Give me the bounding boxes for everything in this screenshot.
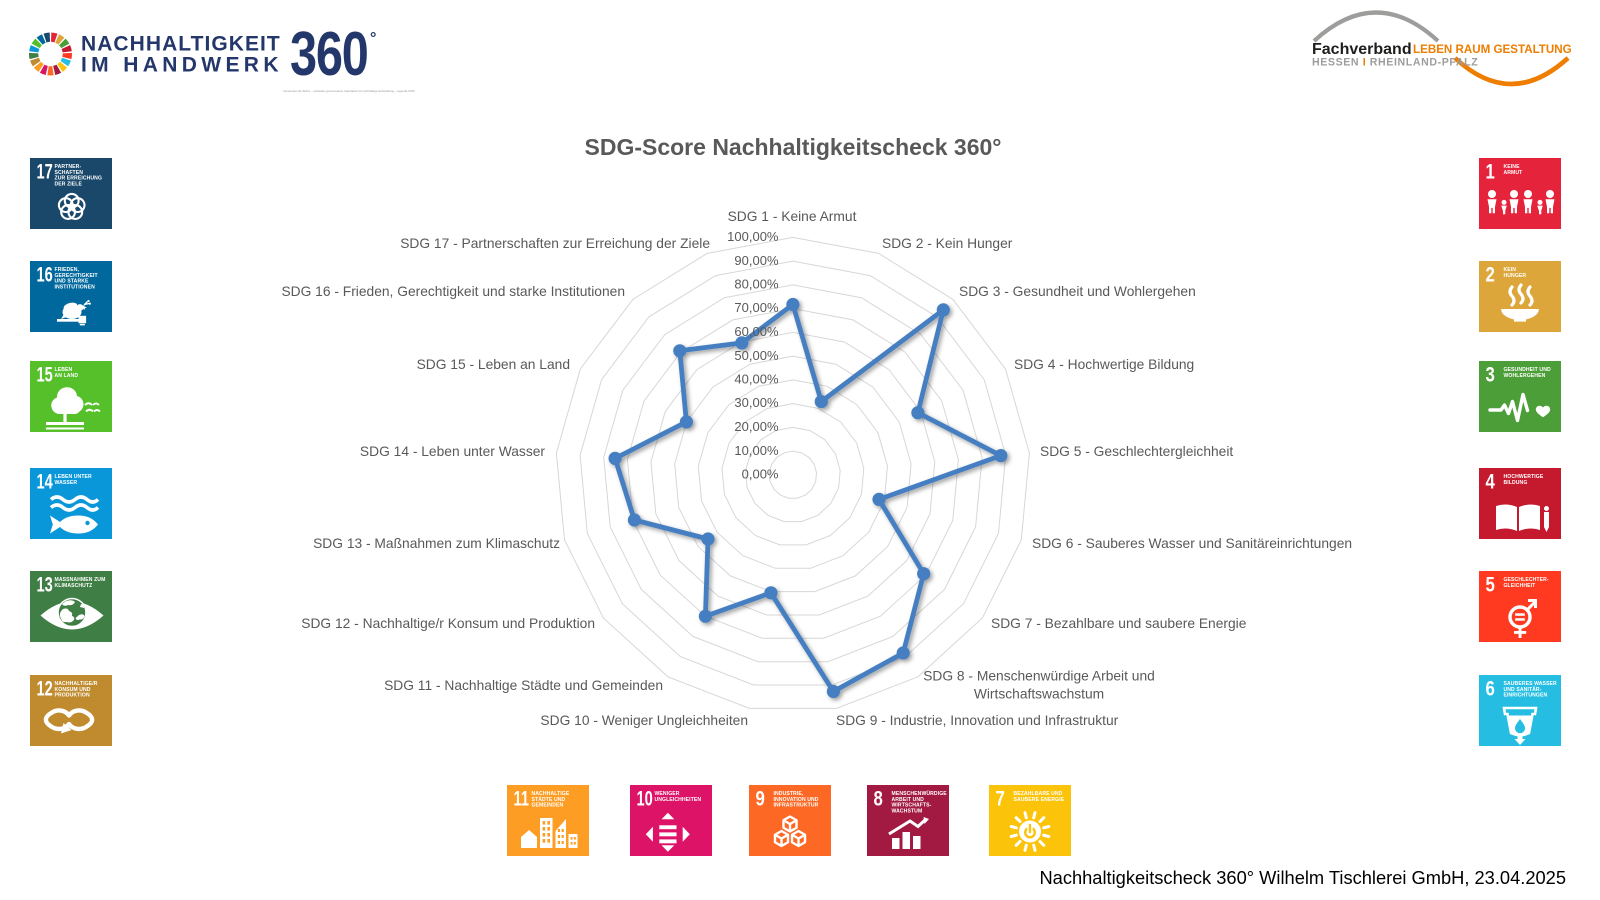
svg-text:50,00%: 50,00% — [734, 348, 779, 363]
svg-text:17: 17 — [37, 159, 53, 184]
svg-text:LEBEN: LEBEN — [55, 367, 73, 373]
svg-text:WASSER: WASSER — [55, 480, 78, 486]
svg-text:6: 6 — [1486, 678, 1496, 701]
svg-text:4: 4 — [1486, 471, 1496, 494]
svg-text:SDG 1 - Keine Armut: SDG 1 - Keine Armut — [728, 209, 857, 224]
svg-text:ZUR ERREICHUNG: ZUR ERREICHUNG — [55, 176, 103, 182]
svg-text:UNGLEICHHEITEN: UNGLEICHHEITEN — [655, 797, 702, 803]
svg-text:INNOVATION UND: INNOVATION UND — [774, 797, 819, 803]
svg-text:IM HANDWERK: IM HANDWERK — [81, 54, 283, 77]
svg-text:90,00%: 90,00% — [734, 253, 779, 268]
svg-text:SAUBERE ENERGIE: SAUBERE ENERGIE — [1014, 797, 1065, 803]
svg-text:20,00%: 20,00% — [734, 419, 779, 434]
svg-text:0,00%: 0,00% — [742, 467, 779, 482]
svg-text:SDG 14 - Leben unter Wasser: SDG 14 - Leben unter Wasser — [360, 444, 545, 459]
svg-text:INSTITUTIONEN: INSTITUTIONEN — [55, 284, 96, 290]
svg-text:11: 11 — [514, 786, 529, 811]
svg-text:10: 10 — [637, 786, 653, 811]
svg-text:NACHHALTIGKEIT: NACHHALTIGKEIT — [81, 33, 281, 56]
svg-text:SCHAFTEN: SCHAFTEN — [55, 170, 84, 176]
svg-text:HESSEN I RHEINLAND-PFALZ: HESSEN I RHEINLAND-PFALZ — [1312, 57, 1478, 69]
svg-text:KLIMASCHUTZ: KLIMASCHUTZ — [55, 583, 93, 589]
svg-text:FRIEDEN,: FRIEDEN, — [55, 267, 80, 273]
svg-text:SDG 3 - Gesundheit und Wohlerg: SDG 3 - Gesundheit und Wohlergehen — [959, 284, 1196, 299]
svg-text:13: 13 — [37, 572, 53, 597]
svg-text:SDG 9 - Industrie, Innovation: SDG 9 - Industrie, Innovation und Infras… — [836, 713, 1119, 728]
svg-text:9: 9 — [756, 788, 765, 811]
svg-text:Fachverband: Fachverband — [1312, 41, 1412, 58]
svg-text:GESUNDHEIT UND: GESUNDHEIT UND — [1504, 367, 1551, 373]
svg-text:LEBEN UNTER: LEBEN UNTER — [55, 474, 93, 480]
svg-text:SDG 15 - Leben an Land: SDG 15 - Leben an Land — [417, 357, 570, 372]
svg-text:WACHSTUM: WACHSTUM — [892, 808, 923, 814]
svg-text:GEMEINDEN: GEMEINDEN — [532, 803, 564, 809]
svg-text:SDG 13 - Maßnahmen zum Klimasc: SDG 13 - Maßnahmen zum Klimaschutz — [313, 536, 560, 551]
svg-text:ARBEIT UND: ARBEIT UND — [892, 797, 925, 803]
svg-text:8: 8 — [874, 788, 884, 811]
svg-text:BILDUNG: BILDUNG — [1504, 480, 1528, 486]
svg-text:5: 5 — [1486, 574, 1496, 597]
svg-text:GERECHTIGKEIT: GERECHTIGKEIT — [55, 273, 99, 279]
svg-text:KONSUM UND: KONSUM UND — [55, 687, 91, 693]
svg-text:40,00%: 40,00% — [734, 372, 779, 387]
svg-text:STÄDTE UND: STÄDTE UND — [532, 796, 566, 803]
svg-text:Wirtschaftswachstum: Wirtschaftswachstum — [974, 687, 1104, 702]
svg-text:SDG 16 - Frieden, Gerechtigkei: SDG 16 - Frieden, Gerechtigkeit und star… — [281, 284, 625, 299]
svg-text:INDUSTRIE,: INDUSTRIE, — [774, 791, 804, 797]
svg-text:WIRTSCHAFTS-: WIRTSCHAFTS- — [892, 803, 932, 809]
svg-text:60,00%: 60,00% — [734, 324, 779, 339]
svg-text:10,00%: 10,00% — [734, 443, 779, 458]
svg-text:70,00%: 70,00% — [734, 300, 779, 315]
svg-text:WENIGER: WENIGER — [655, 791, 680, 797]
svg-text:PRODUKTION: PRODUKTION — [55, 693, 90, 699]
svg-text:2: 2 — [1486, 264, 1495, 287]
svg-text:SDG 2 - Kein Hunger: SDG 2 - Kein Hunger — [882, 236, 1013, 251]
svg-text:14: 14 — [37, 469, 54, 494]
svg-text:KEINE: KEINE — [1504, 164, 1521, 170]
svg-text:SDG 11 - Nachhaltige Städte un: SDG 11 - Nachhaltige Städte und Gemeinde… — [384, 678, 663, 693]
svg-text:7: 7 — [996, 788, 1005, 811]
svg-text:BEZAHLBARE UND: BEZAHLBARE UND — [1014, 791, 1063, 797]
svg-text:LEBEN RAUM GESTALTUNG: LEBEN RAUM GESTALTUNG — [1413, 43, 1572, 56]
svg-text:UND STARKE: UND STARKE — [55, 279, 90, 285]
svg-text:MENSCHENWÜRDIGE: MENSCHENWÜRDIGE — [892, 790, 948, 797]
svg-text:PARTNER-: PARTNER- — [55, 164, 82, 170]
svg-text:SDG 6 - Sauberes Wasser und Sa: SDG 6 - Sauberes Wasser und Sanitäreinri… — [1032, 536, 1352, 551]
svg-text:NACHHALTIGE: NACHHALTIGE — [532, 791, 570, 797]
svg-text:SDG 17 - Partnerschaften zur E: SDG 17 - Partnerschaften zur Erreichung … — [400, 236, 710, 251]
svg-text:AN LAND: AN LAND — [55, 373, 79, 379]
svg-text:SDG 10 - Weniger Ungleichheite: SDG 10 - Weniger Ungleichheiten — [540, 713, 748, 728]
svg-text:MASSNAHMEN ZUM: MASSNAHMEN ZUM — [55, 577, 106, 583]
svg-text:12: 12 — [37, 676, 53, 701]
svg-text:16: 16 — [37, 262, 53, 287]
svg-text:1: 1 — [1486, 161, 1496, 184]
svg-text:HUNGER: HUNGER — [1504, 273, 1527, 279]
svg-text:HOCHWERTIGE: HOCHWERTIGE — [1504, 474, 1544, 480]
svg-text:GESCHLECHTER-: GESCHLECHTER- — [1504, 577, 1549, 583]
svg-text:30,00%: 30,00% — [734, 395, 779, 410]
svg-text:GLEICHHEIT: GLEICHHEIT — [1504, 583, 1537, 589]
svg-text:WOHLERGEHEN: WOHLERGEHEN — [1504, 373, 1546, 379]
svg-text:15: 15 — [37, 362, 53, 387]
svg-text:KEIN: KEIN — [1504, 267, 1517, 273]
svg-text:UND SANITÄR-: UND SANITÄR- — [1504, 686, 1542, 693]
svg-text:80,00%: 80,00% — [734, 277, 779, 292]
svg-text:NACHHALTIGE/R: NACHHALTIGE/R — [55, 681, 98, 687]
svg-text:SDG 7 - Bezahlbare und saubere: SDG 7 - Bezahlbare und saubere Energie — [991, 616, 1247, 631]
svg-text:SDG 8 - Menschenwürdige Arbeit: SDG 8 - Menschenwürdige Arbeit und — [923, 669, 1155, 684]
svg-text:SDG 5 - Geschlechtergleichheit: SDG 5 - Geschlechtergleichheit — [1040, 444, 1233, 459]
svg-text:SAUBERES WASSER: SAUBERES WASSER — [1504, 681, 1558, 687]
svg-text:ARMUT: ARMUT — [1504, 170, 1524, 176]
svg-text:100,00%: 100,00% — [727, 229, 779, 244]
svg-text:SDG 4 - Hochwertige Bildung: SDG 4 - Hochwertige Bildung — [1014, 357, 1194, 372]
svg-text:DER ZIELE: DER ZIELE — [55, 181, 83, 187]
svg-text:INFRASTRUKTUR: INFRASTRUKTUR — [774, 803, 819, 809]
svg-text:SDG 12 - Nachhaltige/r Konsum: SDG 12 - Nachhaltige/r Konsum und Produk… — [301, 616, 595, 631]
svg-text:3: 3 — [1486, 364, 1496, 387]
svg-text:EINRICHTUNGEN: EINRICHTUNGEN — [1504, 693, 1548, 699]
